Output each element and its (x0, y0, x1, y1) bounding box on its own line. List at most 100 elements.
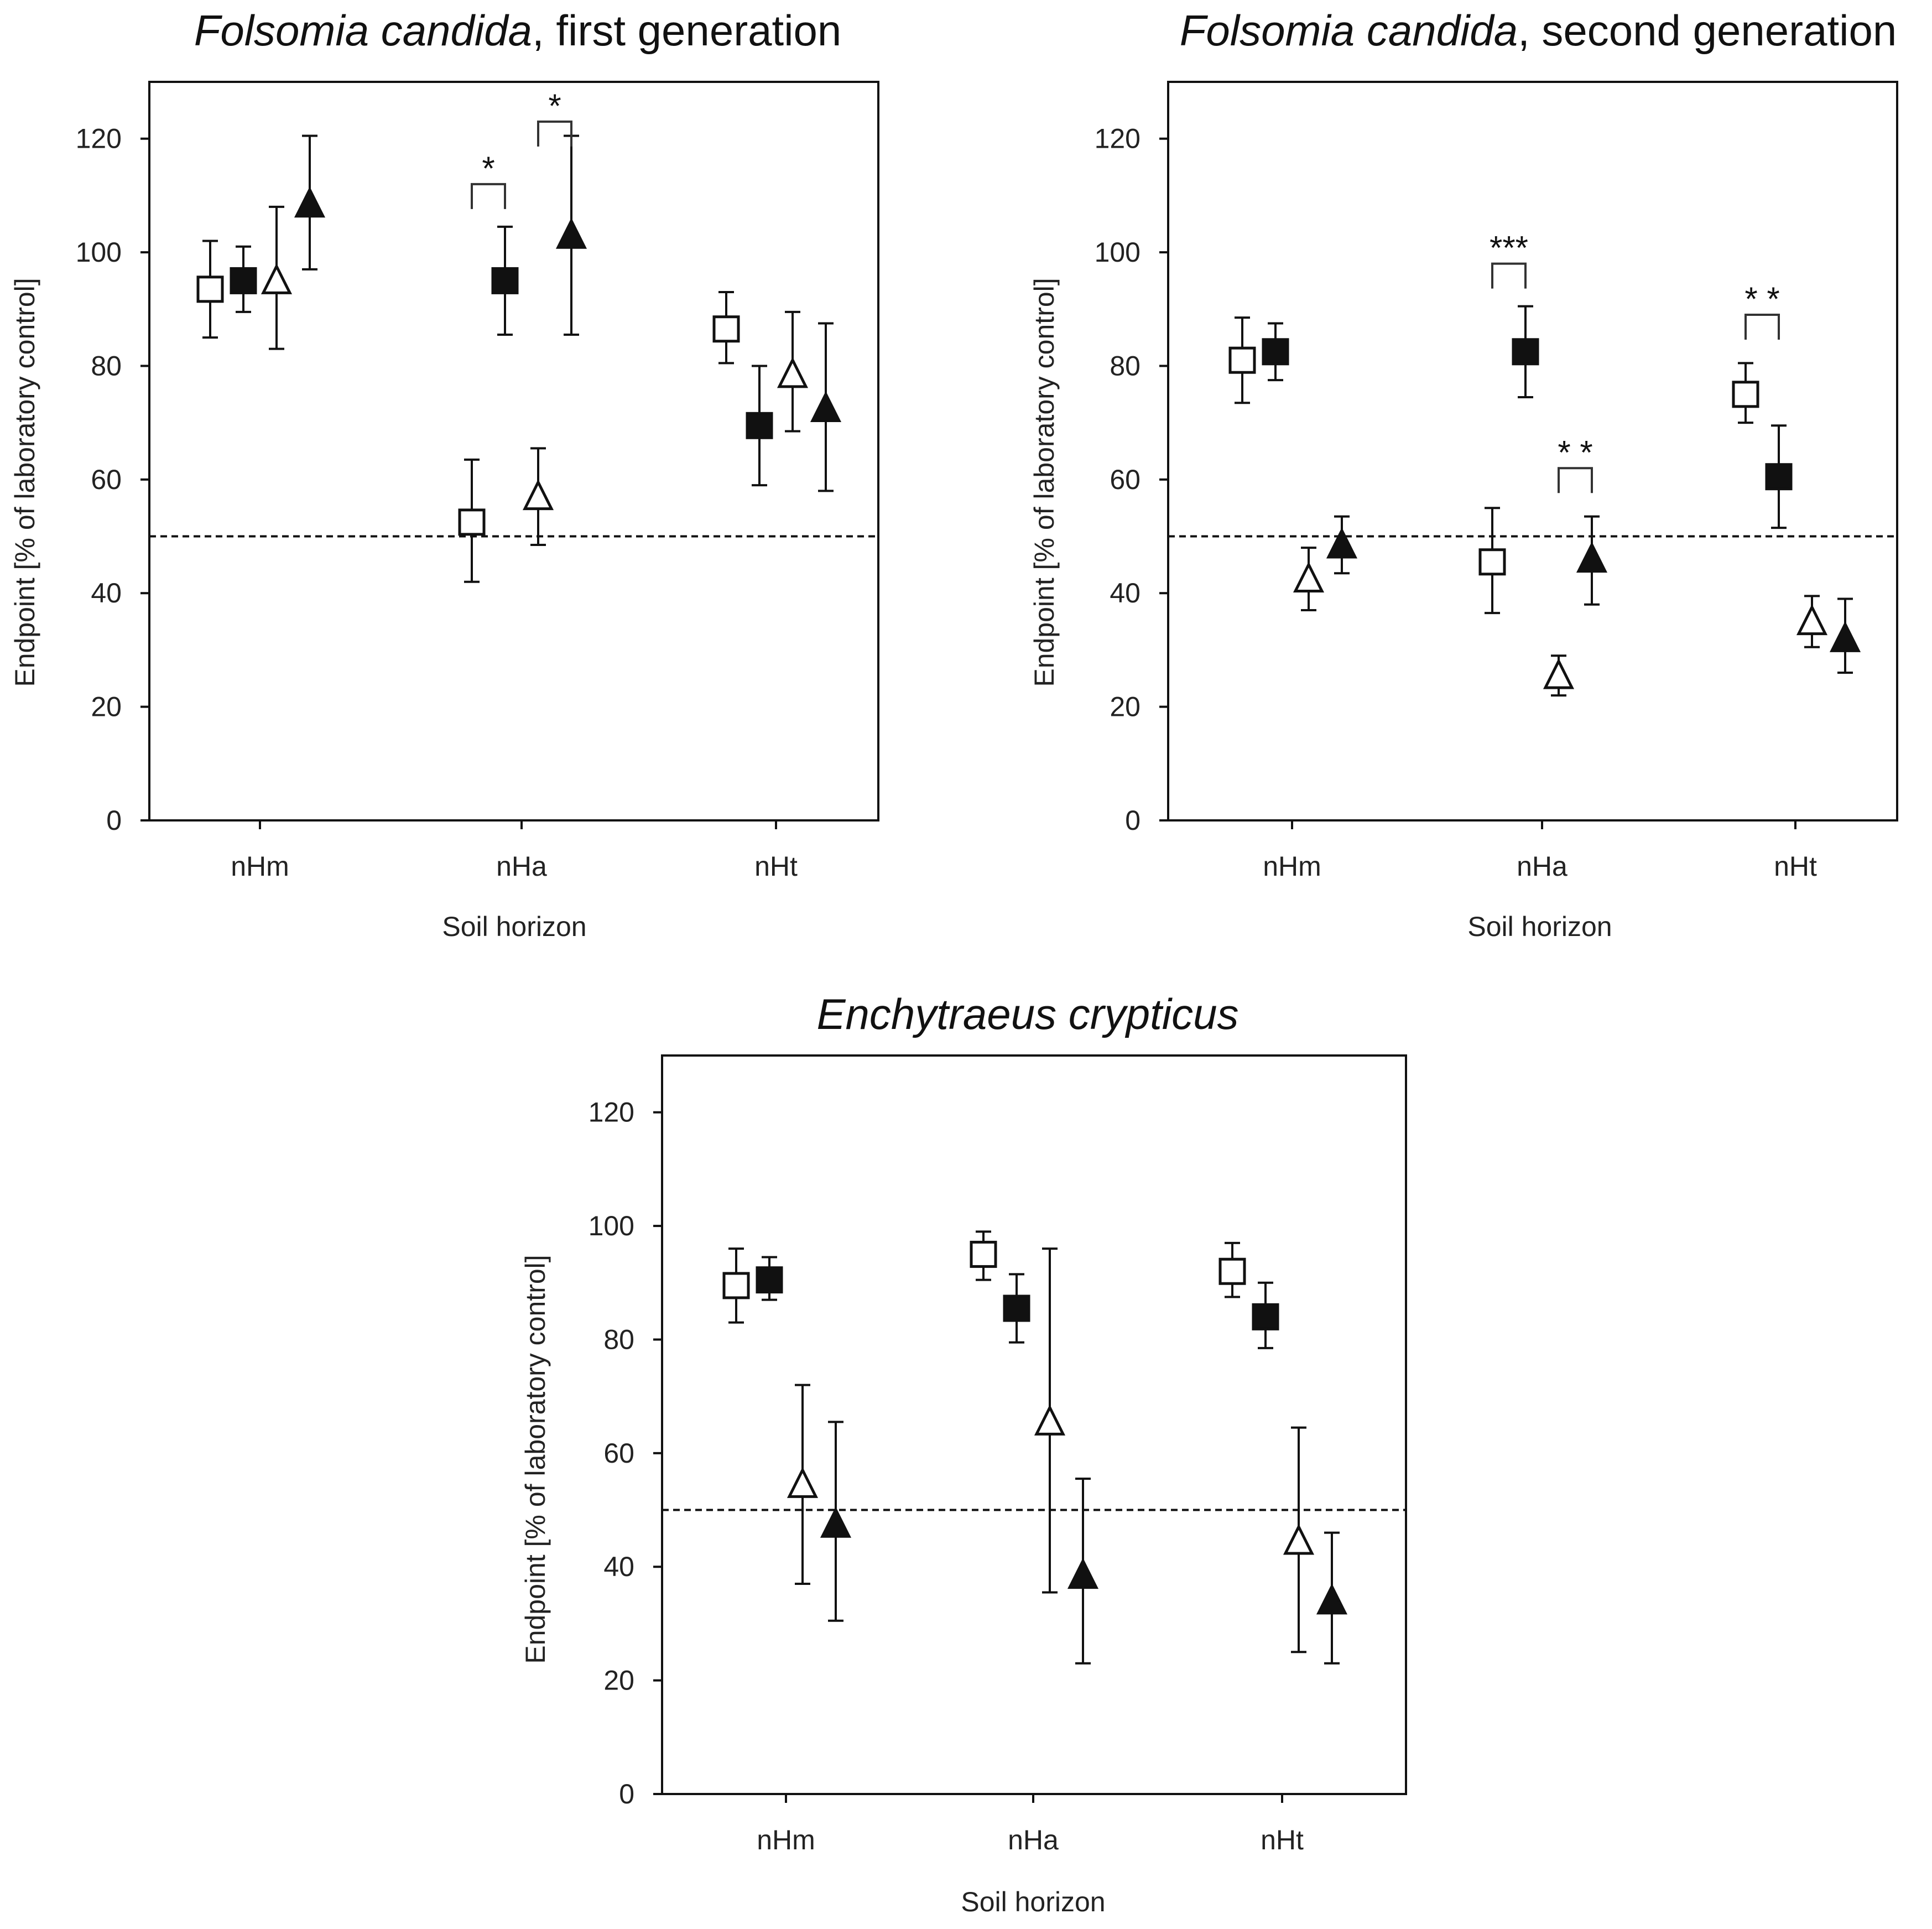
y-tick-label: 20 (91, 691, 122, 722)
x-category-label: nHm (1263, 851, 1321, 882)
y-tick-label: 100 (589, 1210, 634, 1241)
y-axis-label: Endpoint [% of laboratory control] (9, 278, 40, 687)
chart-title: Folsomia candida, first generation (194, 6, 842, 55)
open-square-marker (196, 275, 224, 303)
open-square-marker (458, 508, 486, 536)
panel-enchytraeus: Enchytraeus crypticus Soil horizon Endpo… (520, 990, 1407, 1917)
y-tick-label: 80 (603, 1324, 634, 1355)
filled-triangle-marker (810, 391, 842, 422)
y-tick-label: 60 (603, 1438, 634, 1469)
x-category-label: nHt (1261, 1824, 1304, 1855)
filled-triangle-marker (1576, 542, 1608, 573)
y-tick-label: 40 (91, 578, 122, 609)
y-tick-label: 120 (76, 123, 122, 154)
significance-label: * * (1744, 280, 1779, 318)
filled-triangle-marker (1067, 1558, 1099, 1589)
open-triangle-marker (1293, 561, 1325, 593)
open-square-marker (1478, 548, 1506, 576)
filled-square-marker (491, 267, 519, 294)
data-marks (196, 134, 842, 583)
open-square-marker (1732, 381, 1759, 408)
data-marks (722, 1230, 1348, 1665)
y-tick-label: 60 (1110, 464, 1141, 495)
significance-brackets: ** (471, 87, 572, 209)
filled-square-marker (756, 1266, 783, 1294)
plot-frame (1167, 81, 1898, 821)
x-category-label: nHa (1008, 1824, 1059, 1855)
panel-first-generation: Folsomia candida, first generation Soil … (9, 6, 879, 942)
x-category-label: nHm (757, 1824, 815, 1855)
significance-bracket (1491, 262, 1527, 289)
y-tick-label: 20 (603, 1665, 634, 1696)
x-category-labels: nHm nHa nHt (1263, 820, 1817, 882)
y-tick-label: 20 (1110, 691, 1141, 722)
x-axis-label: Soil horizon (442, 911, 586, 942)
open-triangle-marker (522, 479, 554, 511)
filled-triangle-marker (294, 186, 326, 218)
open-triangle-marker (1034, 1404, 1066, 1436)
filled-square-marker (746, 412, 773, 439)
plot-frame (148, 81, 879, 821)
open-square-marker (712, 315, 740, 343)
y-axis-label: Endpoint [% of laboratory control] (520, 1255, 551, 1663)
open-triangle-marker (1543, 658, 1575, 689)
open-square-marker (970, 1240, 997, 1268)
significance-label: * (482, 150, 494, 187)
significance-label: *** (1490, 230, 1528, 267)
filled-square-marker (1003, 1294, 1030, 1322)
filled-square-marker (1765, 463, 1793, 491)
title-species: Enchytraeus crypticus (817, 990, 1239, 1038)
y-ticks: 0 20 40 60 80 100 120 (589, 1097, 662, 1810)
x-category-labels: nHm nHa nHt (757, 1794, 1304, 1855)
title-species: Folsomia candida (194, 6, 532, 55)
significance-bracket (537, 120, 572, 147)
y-tick-label: 0 (1125, 805, 1141, 836)
open-triangle-marker (1796, 604, 1828, 636)
significance-brackets: *** * * * * (1490, 230, 1780, 493)
filled-triangle-marker (820, 1506, 852, 1538)
title-suffix: , second generation (1518, 6, 1897, 55)
chart-title: Folsomia candida, second generation (1180, 6, 1897, 55)
open-square-marker (722, 1272, 750, 1299)
x-axis-label: Soil horizon (1467, 911, 1612, 942)
x-category-label: nHa (496, 851, 547, 882)
y-tick-label: 60 (91, 464, 122, 495)
title-suffix: , first generation (532, 6, 841, 55)
y-tick-label: 80 (1110, 350, 1141, 381)
x-category-label: nHt (754, 851, 798, 882)
data-marks (1228, 305, 1861, 697)
open-square-marker (1228, 346, 1256, 374)
title-species: Folsomia candida (1180, 6, 1518, 55)
y-tick-label: 40 (1110, 578, 1141, 609)
y-axis-label: Endpoint [% of laboratory control] (1029, 278, 1060, 687)
y-tick-label: 80 (91, 350, 122, 381)
plot-frame (661, 1054, 1407, 1795)
y-tick-label: 0 (619, 1779, 634, 1810)
significance-bracket (471, 183, 506, 209)
y-tick-label: 100 (1095, 237, 1141, 268)
x-category-label: nHt (1774, 851, 1817, 882)
open-triangle-marker (1283, 1524, 1315, 1555)
filled-triangle-marker (555, 217, 587, 249)
y-tick-label: 120 (1095, 123, 1141, 154)
significance-bracket (1558, 467, 1593, 493)
significance-label: * * (1558, 434, 1592, 471)
filled-square-marker (1512, 338, 1539, 366)
filled-square-marker (1252, 1303, 1279, 1330)
y-tick-label: 120 (589, 1097, 634, 1128)
significance-label: * (548, 87, 561, 124)
open-triangle-marker (787, 1467, 819, 1498)
filled-triangle-marker (1326, 527, 1358, 559)
filled-triangle-marker (1829, 621, 1861, 652)
open-square-marker (1218, 1257, 1246, 1285)
y-ticks: 0 20 40 60 80 100 120 (1095, 123, 1168, 836)
filled-triangle-marker (1316, 1583, 1348, 1615)
x-category-label: nHm (231, 851, 289, 882)
open-triangle-marker (261, 263, 293, 294)
panel-second-generation: Folsomia candida, second generation Soil… (1029, 6, 1898, 942)
x-category-labels: nHm nHa nHt (231, 820, 798, 882)
x-axis-label: Soil horizon (961, 1886, 1105, 1917)
open-triangle-marker (777, 357, 809, 388)
x-category-label: nHa (1517, 851, 1568, 882)
